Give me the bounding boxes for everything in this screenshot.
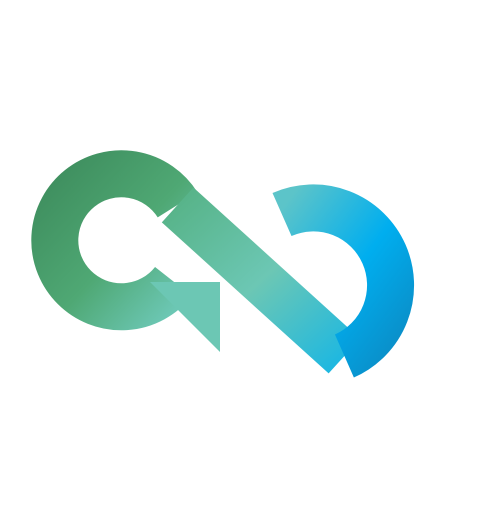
arrow-head-icon	[150, 282, 220, 352]
cross-band-main	[161, 187, 361, 374]
left-loop-band	[31, 150, 198, 331]
right-loop-band	[272, 184, 414, 378]
